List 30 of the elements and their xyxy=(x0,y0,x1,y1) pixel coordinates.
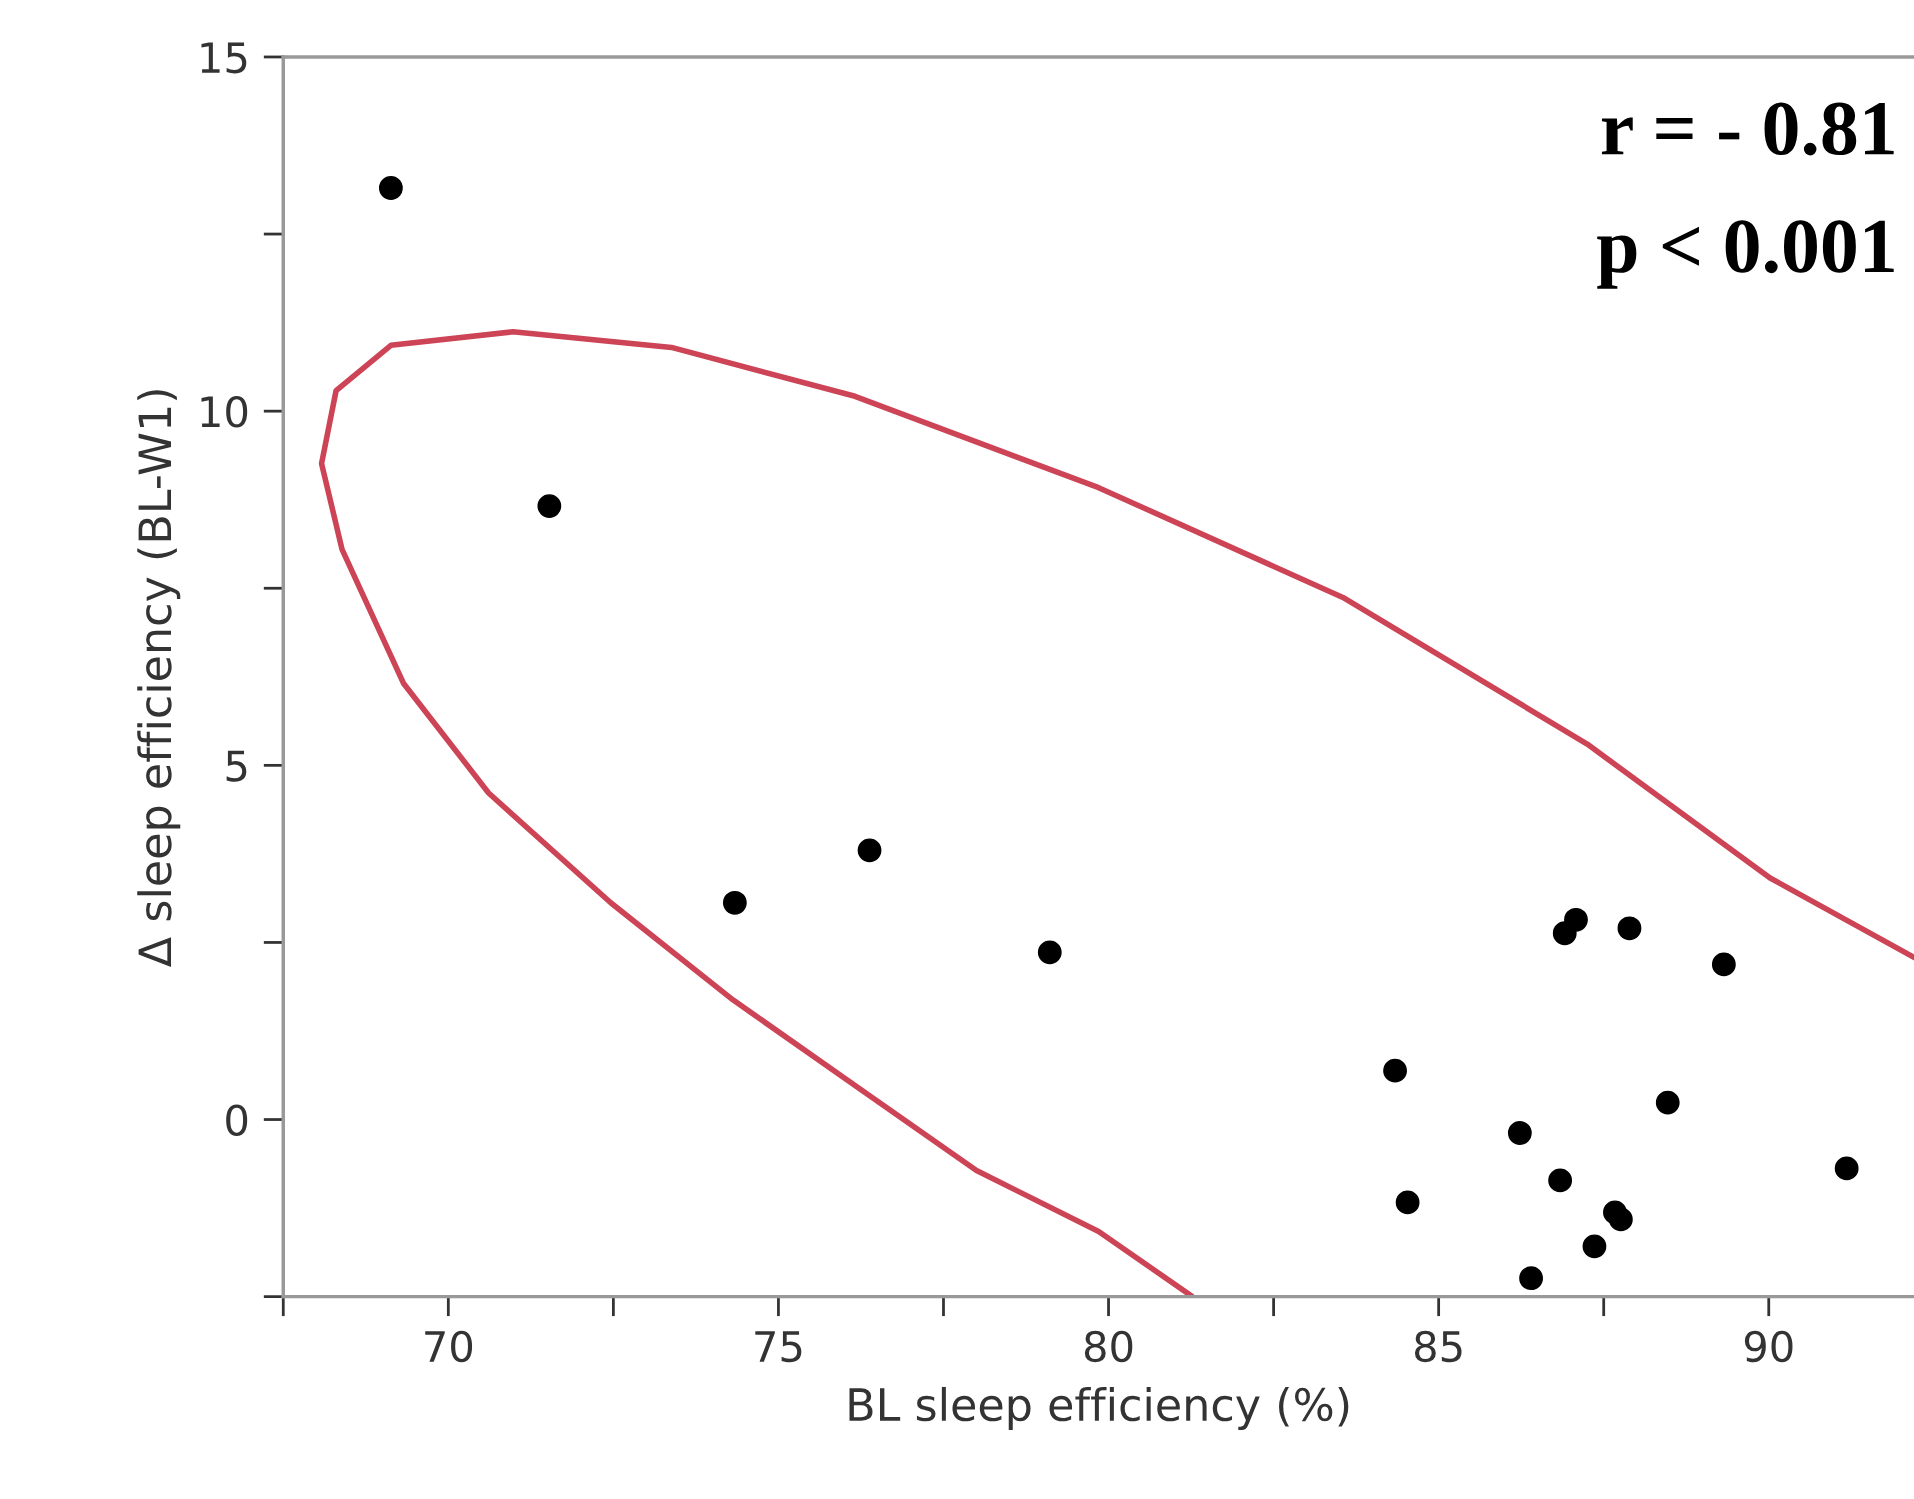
point xyxy=(1711,952,1736,977)
y-tick-label: 5 xyxy=(226,750,247,782)
point xyxy=(1608,1207,1633,1232)
point xyxy=(537,494,562,518)
x-tick-label: 85 xyxy=(1414,1330,1462,1363)
y-tick-label: 0 xyxy=(226,1104,248,1136)
point xyxy=(1655,1090,1680,1115)
point xyxy=(1383,1058,1407,1083)
point xyxy=(378,176,403,200)
y-axis-title: Δ sleep efficiency (BL-W1) xyxy=(137,390,181,967)
point xyxy=(1507,1121,1532,1145)
point xyxy=(1519,1266,1543,1291)
x-tick-label: 70 xyxy=(425,1330,473,1363)
point xyxy=(1564,907,1588,932)
point xyxy=(1617,916,1642,941)
y-tick-label: 15 xyxy=(201,42,247,74)
x-tick-label: 80 xyxy=(1084,1330,1133,1363)
y-tick-label: 10 xyxy=(201,396,248,428)
point xyxy=(1037,940,1062,965)
x-axis-title: BL sleep efficiency (%) xyxy=(849,1386,1349,1430)
annotation: r = - 0.81 xyxy=(1601,102,1894,156)
point xyxy=(1582,1234,1607,1259)
point xyxy=(722,890,747,915)
annotation: p < 0.001 xyxy=(1597,220,1894,289)
point xyxy=(1834,1156,1859,1181)
point xyxy=(1548,1168,1573,1193)
x-tick-label: 90 xyxy=(1744,1330,1793,1363)
point xyxy=(857,838,882,863)
point xyxy=(1395,1190,1420,1215)
x-tick-label: 75 xyxy=(755,1331,802,1363)
